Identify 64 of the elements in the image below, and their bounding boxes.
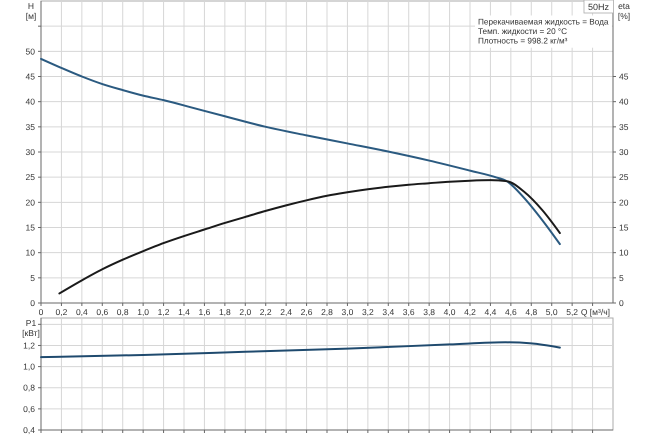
y-axis-title: H [м] <box>26 1 36 21</box>
x-tick-label: 1,4 <box>178 307 190 317</box>
y2-tick-label: 20 <box>619 197 629 208</box>
annotation: Темп. жидкости = 20 °C <box>478 27 568 36</box>
x-tick-label: 3,8 <box>423 307 436 317</box>
y-tick-label: 0 <box>30 298 36 308</box>
x-axis-title: Q [м³/ч] <box>580 307 610 317</box>
y-tick-label: 30 <box>26 147 36 157</box>
y-axis-title: P1 [кВт] <box>22 318 40 338</box>
x-tick-label: 4,2 <box>464 307 476 317</box>
annotation: Плотность = 998.2 кг/м³ <box>478 36 568 46</box>
y-tick-label: 0,4 <box>23 425 36 435</box>
x-tick-label: 5,2 <box>566 307 578 317</box>
line-series <box>40 341 561 358</box>
y-tick-label: 40 <box>26 96 36 107</box>
y2-tick-label: 0 <box>619 298 624 308</box>
y2-tick-label: 45 <box>619 72 629 82</box>
y-tick-label: 45 <box>26 72 36 82</box>
y2-axis-title: eta [%] <box>618 1 630 21</box>
y-tick-label: 0,6 <box>23 404 36 414</box>
y-tick-label: 50 <box>26 46 36 56</box>
x-tick-label: 5,0 <box>546 307 558 317</box>
x-tick-label: 0 <box>38 307 44 317</box>
x-tick-label: 2,2 <box>260 307 272 317</box>
x-tick-label: 3,2 <box>362 307 374 317</box>
y-tick-label: 10 <box>26 248 36 258</box>
x-tick-label: 0,8 <box>116 307 129 317</box>
y-tick-label: 35 <box>26 122 36 132</box>
y-tick-label: 25 <box>26 172 36 182</box>
line-series <box>58 179 561 294</box>
x-tick-label: 0,2 <box>56 307 68 317</box>
x-tick-label: 4,6 <box>504 307 518 317</box>
x-tick-label: 1,6 <box>198 307 211 317</box>
y-tick-label: 15 <box>26 222 36 232</box>
y2-tick-label: 5 <box>619 272 624 283</box>
y2-tick-label: 15 <box>619 222 629 232</box>
x-tick-label: 3,4 <box>382 307 394 317</box>
x-tick-label: 1,2 <box>158 307 170 317</box>
y2-tick-label: 40 <box>619 96 629 107</box>
x-tick-label: 2,0 <box>239 307 252 317</box>
x-tick-label: 0,4 <box>76 307 88 317</box>
y2-tick-label: 30 <box>619 147 629 157</box>
y-tick-label: 20 <box>26 197 36 208</box>
y2-tick-label: 10 <box>619 248 629 258</box>
y2-tick-label: 25 <box>619 172 629 182</box>
y-tick-label: 1,2 <box>23 340 36 350</box>
x-tick-label: 4,8 <box>525 307 538 317</box>
x-tick-label: 1,0 <box>137 307 150 317</box>
x-tick-label: 2,6 <box>300 307 313 317</box>
y-tick-label: 1,0 <box>23 362 36 372</box>
x-tick-label: 4,0 <box>444 307 456 317</box>
annotation: Перекачиваемая жидкость = Вода <box>478 18 609 26</box>
x-tick-label: 2,4 <box>280 307 292 317</box>
x-tick-label: 3,0 <box>342 307 354 317</box>
y-tick-label: 0,8 <box>23 382 36 393</box>
y2-tick-label: 35 <box>619 122 629 132</box>
y-tick-label: 5 <box>30 272 36 283</box>
x-tick-label: 0,6 <box>96 307 108 317</box>
x-tick-label: 3,6 <box>402 307 415 317</box>
x-tick-label: 2,8 <box>321 307 334 317</box>
annotation: 50Hz <box>588 2 610 12</box>
x-tick-label: 1,8 <box>218 307 232 317</box>
x-tick-label: 4,4 <box>484 307 497 317</box>
line-series <box>40 58 561 246</box>
